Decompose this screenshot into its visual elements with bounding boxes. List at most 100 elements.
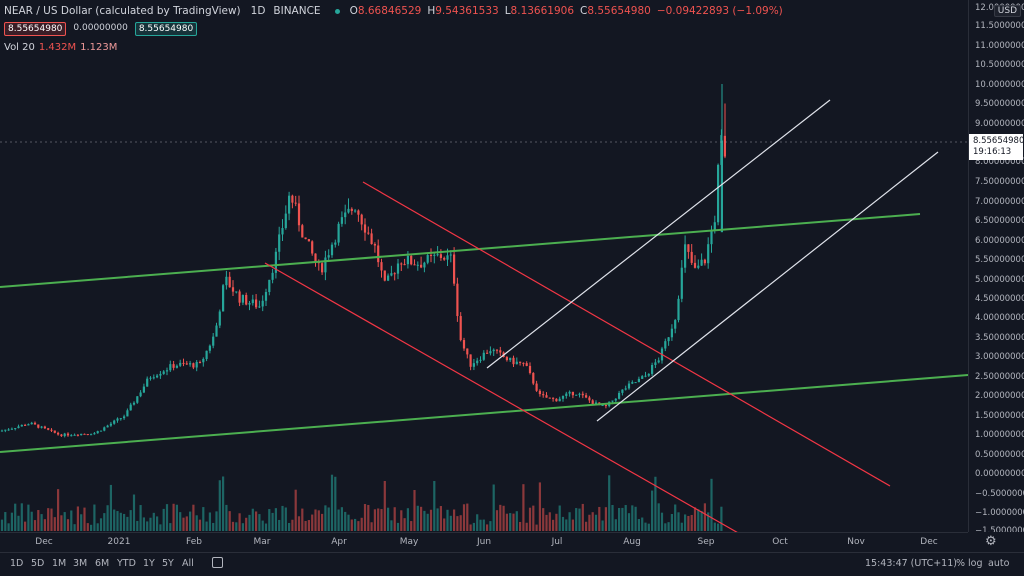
volume-bar <box>598 506 601 531</box>
candlestick-chart[interactable] <box>0 0 968 532</box>
candle-body <box>439 254 442 258</box>
time-tick-label: Apr <box>331 537 347 547</box>
price-tick-label: 0.00000000 <box>975 469 1024 479</box>
volume-bar <box>621 507 624 531</box>
interval-label[interactable]: 1D <box>250 5 266 17</box>
candle-body <box>396 263 400 274</box>
range-button-all[interactable]: All <box>182 558 194 569</box>
range-button-5y[interactable]: 5Y <box>162 558 174 569</box>
sell-badge[interactable]: 8.55654980 <box>4 22 67 36</box>
volume-bar <box>350 519 353 531</box>
calendar-icon[interactable] <box>212 557 223 568</box>
candle-body <box>340 217 343 224</box>
volume-bar <box>17 515 20 531</box>
range-button-5d[interactable]: 5D <box>31 558 45 569</box>
candle-body <box>40 426 43 428</box>
candle-body <box>96 431 99 434</box>
log-toggle[interactable]: log <box>968 558 983 569</box>
candle-body <box>123 416 126 419</box>
volume-bar <box>476 514 479 531</box>
price-tick-label: −1.50000000 <box>975 526 1024 532</box>
volume-bar <box>30 511 33 531</box>
volume-bar <box>304 520 307 531</box>
volume-bar <box>33 520 37 531</box>
price-tick-label: 9.00000000 <box>975 119 1024 129</box>
candle-body <box>720 140 723 233</box>
volume-bar <box>571 519 574 531</box>
volume-bar <box>80 514 83 531</box>
volume-bar <box>373 509 376 531</box>
price-axis[interactable]: 12.0000000011.5000000011.0000000010.5000… <box>968 0 1024 532</box>
candle-body <box>248 303 251 305</box>
price-tick-label: 6.50000000 <box>975 216 1024 226</box>
candle-body <box>561 396 565 399</box>
candle-body <box>294 202 297 204</box>
volume-bar <box>495 510 499 531</box>
volume-bar <box>235 522 238 531</box>
candle-body <box>373 244 376 246</box>
candle-body <box>723 135 726 157</box>
candle-body <box>4 429 7 431</box>
candle-body <box>189 363 192 365</box>
upper-white-channel-line <box>486 99 831 369</box>
candle-body <box>495 349 499 351</box>
volume-bar <box>60 515 63 531</box>
candle-body <box>505 357 508 361</box>
time-axis[interactable]: Dec 2021 Feb Mar Apr May Jun Jul Aug Sep Oct Nov Dec <box>0 532 968 553</box>
candle-body <box>165 370 169 372</box>
price-tick-label: 11.50000000 <box>975 21 1024 31</box>
candle-body <box>284 213 287 229</box>
price-tick-label: 7.00000000 <box>975 197 1024 207</box>
volume-bar <box>126 516 129 531</box>
candle-body <box>568 391 571 394</box>
volume-legend[interactable]: Vol 20 1.432M 1.123M <box>4 42 117 53</box>
volume-bar <box>525 522 528 531</box>
volume-bar <box>443 518 446 531</box>
candle-body <box>60 434 63 437</box>
candle-body <box>403 264 406 266</box>
percent-toggle[interactable]: % <box>956 558 966 569</box>
volume-bar <box>641 517 644 531</box>
volume-bar <box>165 504 169 531</box>
candle-body <box>410 255 413 265</box>
volume-bar <box>248 514 251 531</box>
range-button-3m[interactable]: 3M <box>73 558 88 569</box>
currency-button[interactable]: USD <box>993 5 1021 17</box>
candle-body <box>479 359 482 361</box>
volume-bar <box>604 507 607 531</box>
last-price-tag: 8.55654980 19:16:13 <box>969 134 1024 160</box>
candle-body <box>446 255 449 260</box>
volume-bar <box>423 510 426 531</box>
gear-icon[interactable]: ⚙ <box>985 534 997 549</box>
candle-body <box>231 287 235 292</box>
volume-bar <box>73 524 76 531</box>
range-button-1y[interactable]: 1Y <box>143 558 155 569</box>
range-button-6m[interactable]: 6M <box>95 558 110 569</box>
range-button-1m[interactable]: 1M <box>52 558 67 569</box>
symbol-title[interactable]: NEAR / US Dollar (calculated by TradingV… <box>4 5 241 17</box>
candle-body <box>113 420 116 424</box>
buy-badge[interactable]: 8.55654980 <box>134 22 198 36</box>
candle-body <box>535 383 538 391</box>
chart-plot-area[interactable] <box>0 0 968 532</box>
candle-body <box>377 245 380 263</box>
price-tick-label: 7.50000000 <box>975 177 1024 187</box>
candle-body <box>604 404 607 407</box>
candle-body <box>687 244 690 252</box>
candle-body <box>53 430 56 433</box>
auto-toggle[interactable]: auto <box>988 558 1010 569</box>
volume-bar <box>466 503 469 531</box>
volume-bar <box>156 516 159 531</box>
candle-body <box>241 294 244 303</box>
candle-body <box>73 434 76 436</box>
volume-bar <box>558 505 561 531</box>
candle-body <box>103 427 106 431</box>
price-tick-label: −0.50000000 <box>975 489 1024 499</box>
candle-body <box>354 210 357 212</box>
candle-body <box>426 255 429 263</box>
clock-readout[interactable]: 15:43:47 (UTC+11) <box>865 558 957 569</box>
range-button-ytd[interactable]: YTD <box>117 558 136 569</box>
candle-body <box>208 345 211 351</box>
range-button-1d[interactable]: 1D <box>10 558 24 569</box>
candle-body <box>634 382 637 384</box>
